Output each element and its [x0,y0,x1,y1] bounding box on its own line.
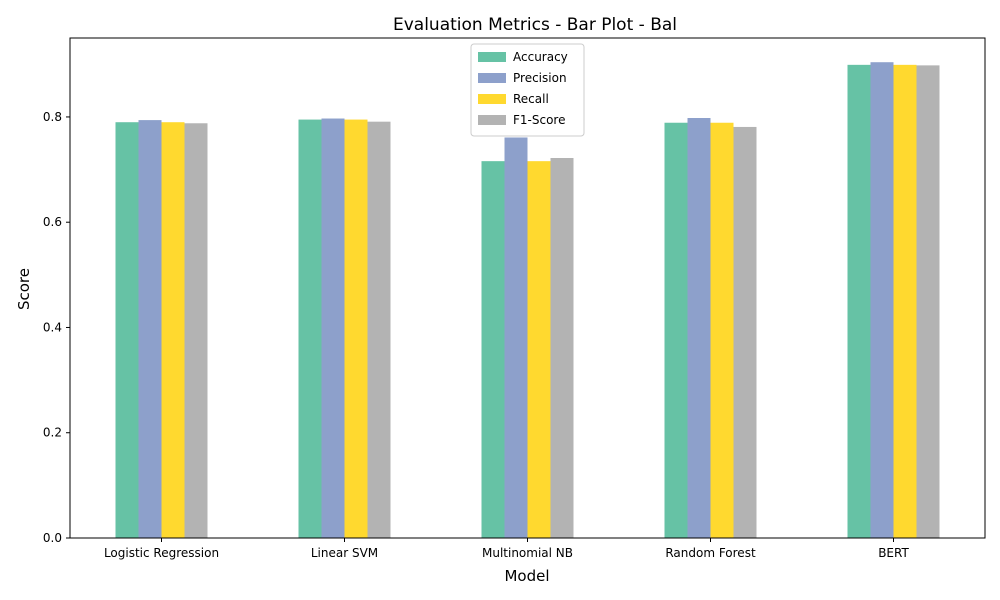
bar-f1-score-1 [184,123,208,539]
y-tick-label: 0.8 [43,110,62,124]
y-tick-label: 0.2 [43,426,62,440]
bar-f1-score-5 [916,65,940,539]
bar-f1-score-2 [367,121,391,539]
bar-accuracy-4 [664,122,688,538]
bar-precision-2 [321,118,345,539]
x-tick-label: Multinomial NB [482,546,573,560]
legend-swatch-recall [478,94,506,104]
legend-label-f1-score: F1-Score [513,113,565,127]
x-tick-label: Linear SVM [311,546,378,560]
axes-group: 0.0 0.2 0.4 0.6 0.8 Logistic Regression Linear… [43,37,986,560]
y-tick-label: 0.0 [43,531,62,545]
bars-group [115,62,940,539]
bar-precision-4 [687,118,711,538]
legend-swatch-precision [478,73,506,83]
x-axis-label: Model [504,567,549,585]
legend-box [470,43,585,137]
bar-recall-2 [344,119,368,538]
bar-precision-3 [504,137,528,538]
bar-recall-4 [710,122,734,538]
x-tick-label: Random Forest [665,546,756,560]
legend-label-recall: Recall [513,92,549,106]
bar-f1-score-4 [733,126,757,539]
x-tick-label: Logistic Regression [104,546,219,560]
bar-recall-1 [161,122,185,539]
x-tick-label: BERT [878,546,909,560]
legend-label-precision: Precision [513,71,567,85]
bar-accuracy-3 [481,161,505,538]
bar-precision-1 [138,120,162,539]
y-tick-label: 0.6 [43,215,62,229]
y-tick-label: 0.4 [43,320,62,334]
bar-accuracy-1 [115,122,139,539]
bar-recall-3 [527,161,551,538]
legend: Accuracy Precision Recall F1-Score [470,43,585,137]
bar-accuracy-2 [298,119,322,538]
y-axis-label: Score [15,268,33,310]
legend-label-accuracy: Accuracy [513,50,568,64]
chart-title: Evaluation Metrics - Bar Plot - Bal [393,15,677,35]
legend-swatch-f1-score [478,115,506,125]
bar-recall-5 [893,64,917,538]
legend-swatch-accuracy [478,52,506,62]
bar-precision-5 [870,62,894,539]
bar-f1-score-3 [550,158,574,538]
bar-accuracy-5 [847,64,871,538]
